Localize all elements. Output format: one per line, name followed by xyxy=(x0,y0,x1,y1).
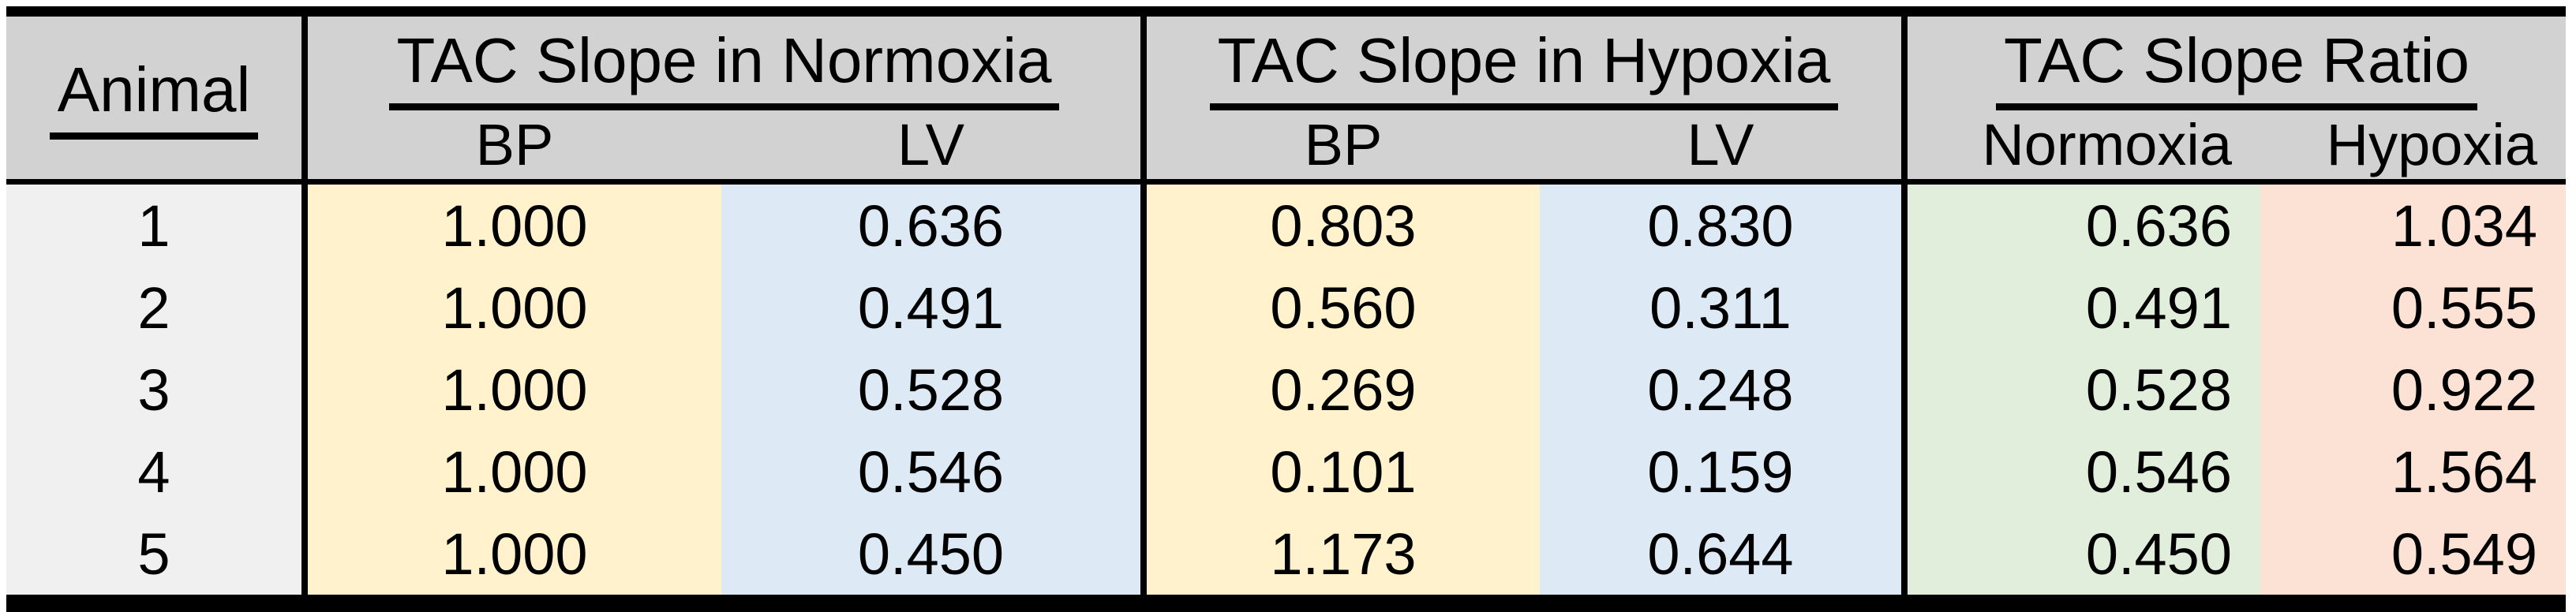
cell-ratio-normoxia: 0.528 xyxy=(1908,349,2260,431)
group-title-normoxia: TAC Slope in Normoxia xyxy=(388,28,1060,110)
subheader-ratio-normoxia: Normoxia xyxy=(1982,112,2232,177)
cell-hypoxia-lv: 0.830 xyxy=(1540,185,1901,267)
group-title-wrap: TAC Slope in Normoxia xyxy=(308,17,1140,110)
subheader-normoxia-lv: LV xyxy=(897,112,965,177)
group-title-wrap: TAC Slope Ratio xyxy=(1908,17,2566,110)
tac-slope-table: Animal TAC Slope in Normoxia BP LV TAC S… xyxy=(6,6,2566,612)
cell-ratio-hypoxia: 1.034 xyxy=(2260,185,2566,267)
cell-normoxia-lv: 0.450 xyxy=(721,513,1140,595)
group-header-hypoxia: TAC Slope in Hypoxia BP LV xyxy=(1147,17,1901,179)
cell-hypoxia-lv: 0.159 xyxy=(1540,431,1901,513)
cell-normoxia-lv: 0.491 xyxy=(721,267,1140,349)
cell-hypoxia-lv: 0.248 xyxy=(1540,349,1901,431)
cell-normoxia-lv: 0.636 xyxy=(721,185,1140,267)
cell-ratio-hypoxia: 0.555 xyxy=(2260,267,2566,349)
header-separator-line xyxy=(6,179,2566,185)
table-grid: Animal TAC Slope in Normoxia BP LV TAC S… xyxy=(6,17,2566,612)
subheader-row-ratio: Normoxia Hypoxia xyxy=(1908,110,2566,179)
table-top-border xyxy=(6,6,2566,17)
subheader-hypoxia-lv: LV xyxy=(1687,112,1754,177)
group-header-normoxia: TAC Slope in Normoxia BP LV xyxy=(308,17,1140,179)
cell-ratio-hypoxia: 1.564 xyxy=(2260,431,2566,513)
cell-ratio-normoxia: 0.450 xyxy=(1908,513,2260,595)
subheader-row-hypoxia: BP LV xyxy=(1147,110,1901,179)
cell-hypoxia-bp: 0.560 xyxy=(1147,267,1540,349)
cell-normoxia-bp: 1.000 xyxy=(308,349,721,431)
group-title-ratio: TAC Slope Ratio xyxy=(1996,28,2477,110)
group-title-hypoxia: TAC Slope in Hypoxia xyxy=(1209,28,1839,110)
cell-hypoxia-bp: 0.101 xyxy=(1147,431,1540,513)
subheader-row-normoxia: BP LV xyxy=(308,110,1140,179)
subheader-normoxia-bp: BP xyxy=(475,112,554,177)
cell-hypoxia-lv: 0.311 xyxy=(1540,267,1901,349)
cell-hypoxia-bp: 0.269 xyxy=(1147,349,1540,431)
table-bottom-border xyxy=(6,595,2566,612)
cell-ratio-hypoxia: 0.549 xyxy=(2260,513,2566,595)
subheader-ratio-hypoxia: Hypoxia xyxy=(2326,112,2537,177)
cell-ratio-normoxia: 0.636 xyxy=(1908,185,2260,267)
cell-hypoxia-lv: 0.644 xyxy=(1540,513,1901,595)
cell-animal: 1 xyxy=(6,185,301,267)
animal-column-header: Animal xyxy=(49,56,259,140)
column-divider xyxy=(301,17,308,612)
column-divider xyxy=(1901,17,1908,612)
cell-normoxia-lv: 0.546 xyxy=(721,431,1140,513)
cell-normoxia-lv: 0.528 xyxy=(721,349,1140,431)
cell-normoxia-bp: 1.000 xyxy=(308,267,721,349)
cell-animal: 5 xyxy=(6,513,301,595)
cell-animal: 4 xyxy=(6,431,301,513)
animal-header-cell: Animal xyxy=(6,17,301,179)
cell-normoxia-bp: 1.000 xyxy=(308,431,721,513)
cell-ratio-hypoxia: 0.922 xyxy=(2260,349,2566,431)
cell-normoxia-bp: 1.000 xyxy=(308,513,721,595)
group-header-ratio: TAC Slope Ratio Normoxia Hypoxia xyxy=(1908,17,2566,179)
cell-ratio-normoxia: 0.491 xyxy=(1908,267,2260,349)
cell-hypoxia-bp: 1.173 xyxy=(1147,513,1540,595)
subheader-hypoxia-bp: BP xyxy=(1304,112,1383,177)
cell-normoxia-bp: 1.000 xyxy=(308,185,721,267)
cell-hypoxia-bp: 0.803 xyxy=(1147,185,1540,267)
column-divider xyxy=(1140,17,1147,612)
group-title-wrap: TAC Slope in Hypoxia xyxy=(1147,17,1901,110)
cell-ratio-normoxia: 0.546 xyxy=(1908,431,2260,513)
cell-animal: 3 xyxy=(6,349,301,431)
cell-animal: 2 xyxy=(6,267,301,349)
